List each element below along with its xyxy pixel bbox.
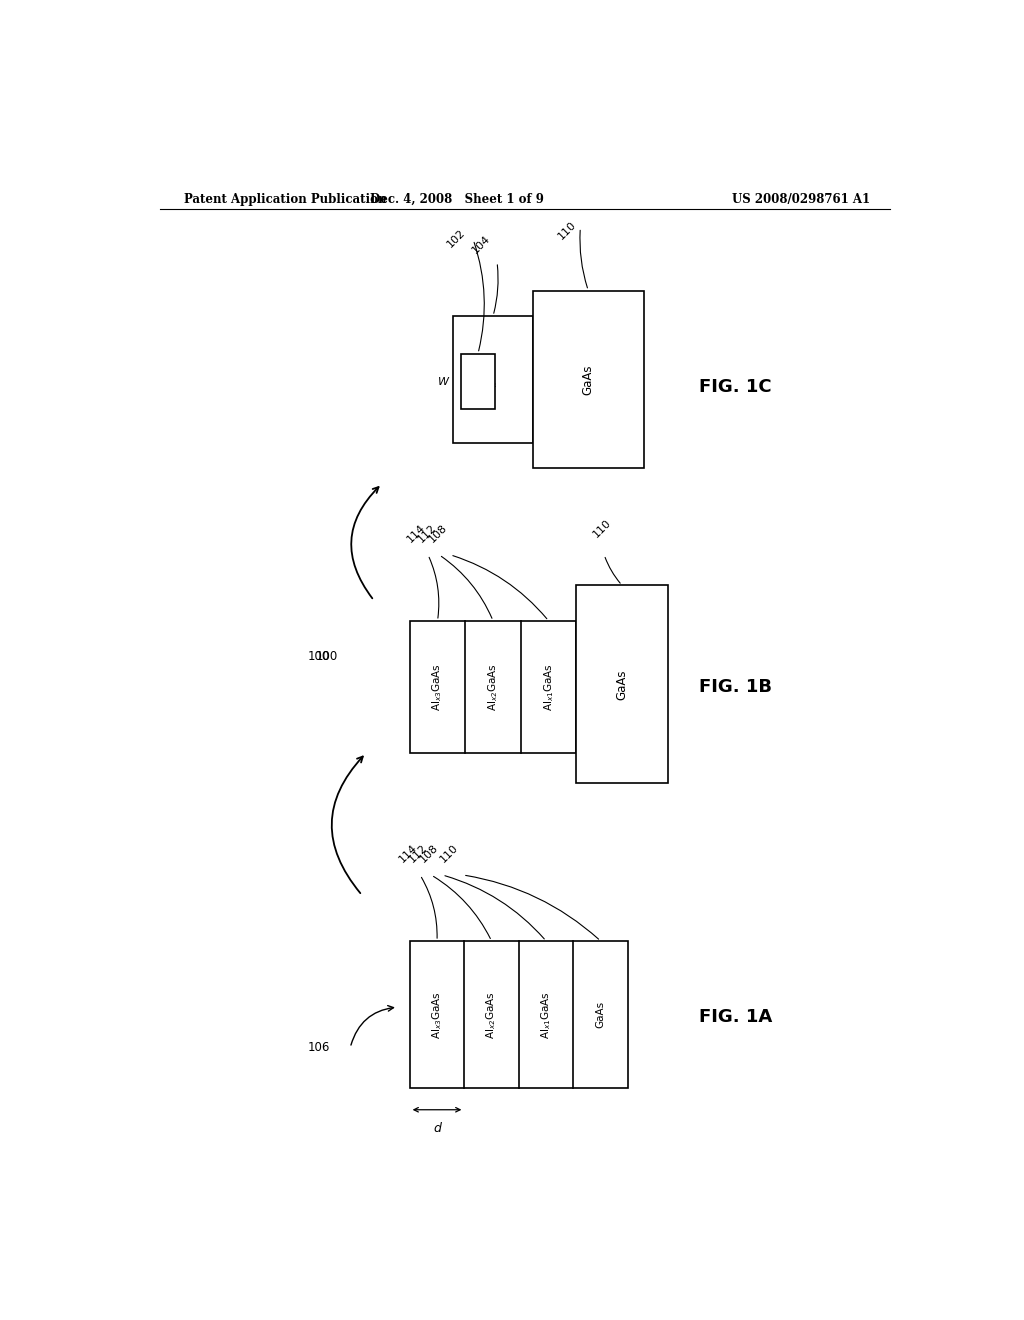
Bar (454, 315, 532, 444)
Text: Al$_{x2}$GaAs: Al$_{x2}$GaAs (486, 663, 500, 710)
Text: 112: 112 (416, 523, 438, 545)
Text: Dec. 4, 2008   Sheet 1 of 9: Dec. 4, 2008 Sheet 1 of 9 (371, 193, 545, 206)
Text: W: W (438, 378, 450, 387)
Text: 110: 110 (438, 843, 461, 865)
Text: Al$_{x3}$GaAs: Al$_{x3}$GaAs (431, 663, 444, 710)
Text: 100: 100 (308, 649, 331, 663)
Text: 114: 114 (397, 842, 419, 865)
Text: FIG. 1B: FIG. 1B (699, 678, 772, 696)
Text: Al$_{x3}$GaAs: Al$_{x3}$GaAs (430, 991, 444, 1039)
Text: FIG. 1A: FIG. 1A (699, 1008, 773, 1026)
Text: GaAs: GaAs (596, 1001, 605, 1028)
Text: Al$_{x1}$GaAs: Al$_{x1}$GaAs (540, 991, 553, 1039)
Text: US 2008/0298761 A1: US 2008/0298761 A1 (732, 193, 870, 206)
Bar (577, 585, 668, 784)
Text: 106: 106 (308, 1041, 331, 1055)
Text: FIG. 1C: FIG. 1C (699, 378, 772, 396)
Text: 108: 108 (419, 842, 440, 865)
Text: 110: 110 (556, 220, 578, 242)
Text: 100: 100 (316, 649, 338, 663)
Text: 102: 102 (444, 228, 467, 249)
Text: 108: 108 (427, 523, 450, 545)
Text: 112: 112 (408, 842, 429, 865)
Text: 114: 114 (406, 523, 427, 545)
Text: d: d (433, 1122, 441, 1135)
Bar (410, 620, 577, 752)
Text: Al$_{x2}$GaAs: Al$_{x2}$GaAs (484, 991, 499, 1039)
Text: GaAs: GaAs (582, 364, 595, 395)
Text: GaAs: GaAs (615, 669, 629, 700)
Bar (461, 354, 495, 409)
Text: 110: 110 (591, 517, 612, 540)
Text: 104: 104 (470, 232, 493, 255)
Text: AlO$_x$GaAs: AlO$_x$GaAs (486, 354, 500, 405)
Bar (532, 290, 644, 469)
Text: Al$_{x1}$GaAs: Al$_{x1}$GaAs (542, 663, 555, 710)
Text: Patent Application Publication: Patent Application Publication (183, 193, 386, 206)
Bar (410, 941, 628, 1089)
